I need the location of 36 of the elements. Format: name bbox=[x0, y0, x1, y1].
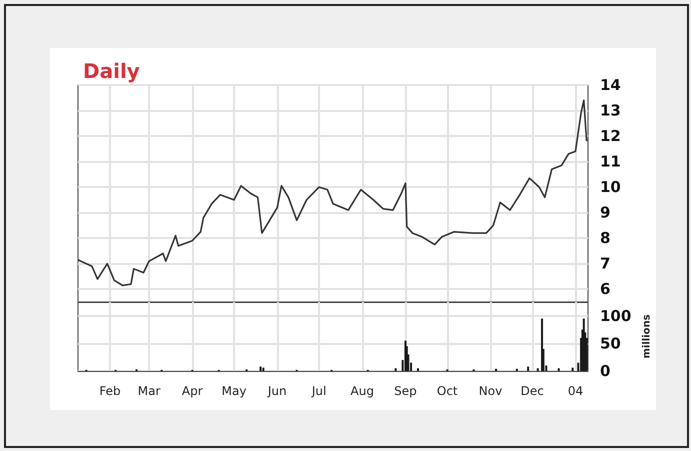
bar bbox=[394, 368, 397, 371]
x-tick-label: Jul bbox=[310, 384, 326, 398]
x-tick-label: Aug bbox=[350, 384, 374, 398]
y-tick-label: 0 bbox=[600, 362, 610, 380]
y-tick-label: 100 bbox=[600, 306, 632, 325]
x-tick-label: 04 bbox=[568, 384, 584, 398]
x-tick-label: Nov bbox=[478, 384, 502, 398]
bar bbox=[417, 368, 419, 371]
bar bbox=[558, 368, 560, 371]
x-tick-label: Apr bbox=[182, 384, 203, 398]
y-tick-label: 9 bbox=[600, 204, 610, 222]
bar bbox=[536, 368, 539, 371]
y-tick-label: 7 bbox=[600, 254, 610, 273]
y-tick-label: 12 bbox=[600, 127, 621, 146]
y-tick-label: 10 bbox=[600, 178, 621, 196]
line-series bbox=[77, 100, 588, 286]
bar bbox=[541, 318, 544, 371]
x-tick-label: Mar bbox=[138, 384, 160, 398]
y-tick-label: 11 bbox=[600, 152, 621, 171]
y-tick-label: 13 bbox=[600, 102, 621, 120]
x-tick-label: Oct bbox=[436, 384, 458, 398]
y-axis-title: millions bbox=[642, 314, 653, 359]
y-tick-label: 6 bbox=[600, 280, 610, 298]
x-tick-label: Sep bbox=[394, 384, 417, 398]
y-tick-label: 14 bbox=[600, 76, 621, 94]
x-tick-label: May bbox=[222, 384, 246, 398]
y-tick-label: 50 bbox=[600, 334, 621, 352]
bar bbox=[260, 366, 262, 371]
bar bbox=[527, 366, 530, 371]
x-tick-label: Dec bbox=[520, 384, 544, 398]
x-tick-label: Feb bbox=[99, 384, 121, 398]
bar bbox=[572, 368, 574, 371]
chart-title: Daily bbox=[83, 59, 140, 83]
y-tick-label: 8 bbox=[600, 229, 610, 248]
x-tick-label: Jun bbox=[266, 384, 287, 398]
bar bbox=[262, 368, 264, 371]
